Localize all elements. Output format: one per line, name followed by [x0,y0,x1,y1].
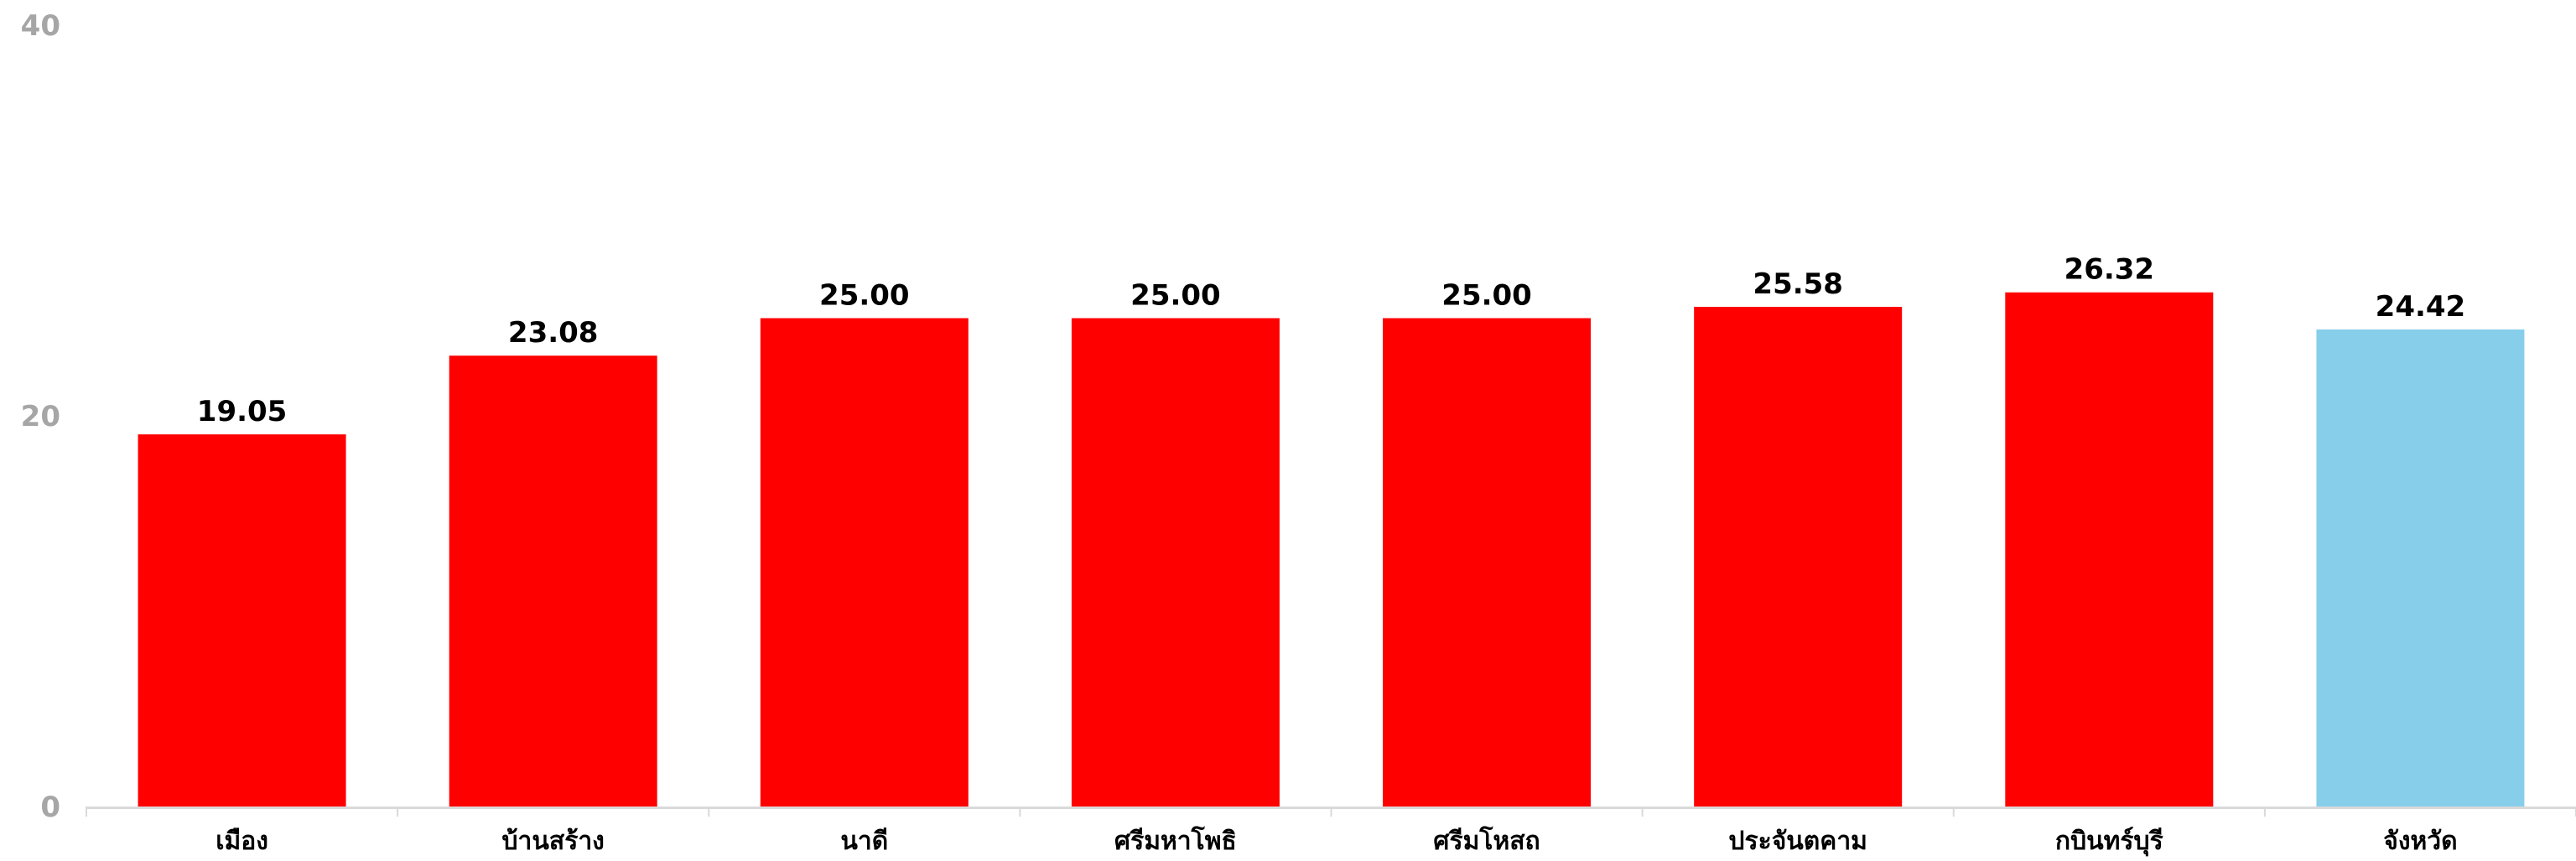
data-label: 26.32 [2064,253,2155,287]
x-tick-label: กบินทร์บุรี [2055,827,2163,857]
bar [1383,318,1592,807]
y-tick-label: 40 [21,9,60,43]
bars [138,292,2525,807]
x-tick-label: จังหวัด [2383,827,2457,856]
data-label: 25.58 [1753,267,1843,301]
bar [2005,292,2214,807]
data-label: 23.08 [508,316,599,350]
x-axis-tick-labels: เมือง บ้านสร้าง นาดี ศรีมหาโพธิ ศรีมโหสถ ประจ… [216,825,2457,857]
y-tick-label: 0 [40,791,60,824]
data-label: 25.00 [1130,279,1221,313]
x-tick-label: ประจันตคาม [1728,827,1867,856]
x-tick-label: นาดี [840,827,888,856]
bar [138,434,346,807]
bar [1694,306,1903,807]
data-label: 19.05 [197,395,288,428]
data-label: 24.42 [2376,290,2466,324]
bar [449,355,657,807]
bar [760,318,969,807]
x-tick-label: ศรีมหาโพธิ [1114,825,1237,856]
bar [2316,329,2525,807]
x-tick-label: เมือง [216,827,268,856]
x-tick-label: ศรีมโหสถ [1433,825,1540,856]
data-label: 25.00 [819,279,910,313]
y-axis-ticks: 0 20 40 [21,9,60,824]
y-tick-label: 20 [21,400,60,433]
bar [1071,318,1280,807]
x-tick-label: บ้านสร้าง [502,827,605,856]
data-label: 25.00 [1441,279,1532,313]
x-axis [86,807,2576,817]
data-labels: 19.05 23.08 25.00 25.00 25.00 25.58 26.32 24.42 [197,253,2465,428]
